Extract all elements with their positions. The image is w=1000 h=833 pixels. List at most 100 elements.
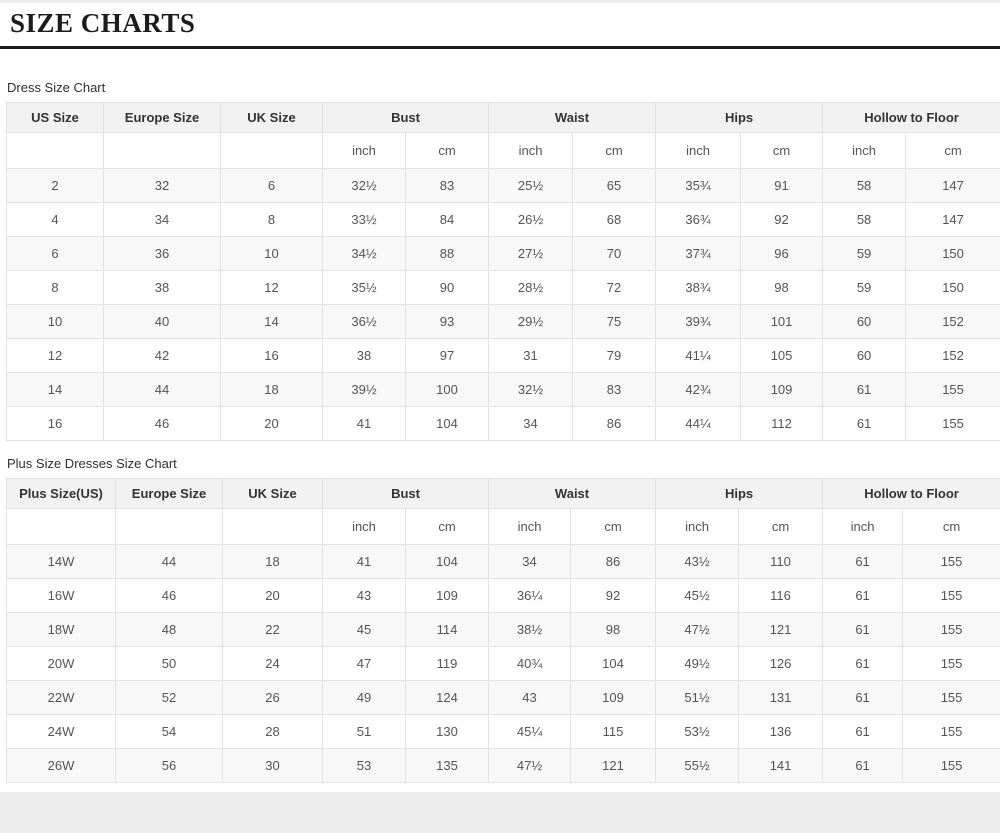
- cell: 155: [902, 578, 1000, 613]
- unit-header: cm: [404, 508, 490, 545]
- units-row: inch cm inch cm inch cm inch cm: [6, 132, 1000, 169]
- cell: 36¾: [655, 202, 742, 237]
- cell: 147: [905, 168, 1000, 203]
- cell: 34: [103, 202, 221, 237]
- cell: 37¾: [655, 236, 742, 271]
- cell: 116: [738, 578, 824, 613]
- cell: 86: [570, 544, 657, 579]
- cell: 38: [322, 338, 406, 373]
- column-header: Europe Size: [115, 478, 223, 509]
- cell: 4: [6, 202, 104, 237]
- cell: 83: [572, 372, 657, 407]
- cell: 47½: [655, 612, 740, 647]
- cell: 16: [6, 406, 104, 441]
- cell: 34: [488, 544, 572, 579]
- table-row: 4 34 8 33½ 84 26½ 68 36¾ 92 58 147: [6, 202, 1000, 237]
- unit-header: inch: [322, 508, 406, 545]
- cell: 14: [6, 372, 104, 407]
- empty-unit-cell: [103, 132, 221, 169]
- cell: 97: [404, 338, 490, 373]
- cell: 42¾: [655, 372, 742, 407]
- table-row: 26W 56 30 53 135 47½ 121 55½ 141 61 155: [6, 748, 1000, 783]
- column-header: Hollow to Floor: [822, 478, 1000, 509]
- dress-size-chart-caption: Dress Size Chart: [7, 80, 106, 95]
- unit-header: cm: [738, 508, 824, 545]
- cell: 79: [572, 338, 657, 373]
- cell: 155: [902, 748, 1000, 783]
- unit-header: cm: [902, 508, 1000, 545]
- cell: 51: [322, 714, 406, 749]
- cell: 27½: [488, 236, 574, 271]
- column-header: US Size: [6, 102, 104, 133]
- cell: 41: [322, 544, 406, 579]
- unit-header: cm: [740, 132, 824, 169]
- cell: 41¼: [655, 338, 742, 373]
- cell: 32½: [322, 168, 406, 203]
- table-row: 20W 50 24 47 119 40¾ 104 49½ 126 61 155: [6, 646, 1000, 681]
- cell: 43: [488, 680, 572, 715]
- cell: 110: [738, 544, 824, 579]
- cell: 104: [570, 646, 657, 681]
- column-header: Waist: [488, 478, 657, 509]
- cell: 53: [322, 748, 406, 783]
- cell: 104: [404, 544, 490, 579]
- dress-size-chart-table: US Size Europe Size UK Size Bust Waist Hips Ho…: [6, 102, 1000, 441]
- cell: 112: [740, 406, 824, 441]
- cell: 61: [822, 406, 907, 441]
- cell: 135: [404, 748, 490, 783]
- cell: 84: [404, 202, 490, 237]
- cell: 32: [103, 168, 221, 203]
- cell: 30: [222, 748, 323, 783]
- cell: 16W: [6, 578, 116, 613]
- cell: 20: [222, 578, 323, 613]
- cell: 16: [220, 338, 323, 373]
- header-row: Plus Size(US) Europe Size UK Size Bust Waist…: [6, 478, 1000, 509]
- cell: 61: [822, 748, 904, 783]
- cell: 25½: [488, 168, 574, 203]
- cell: 75: [572, 304, 657, 339]
- cell: 24: [222, 646, 323, 681]
- unit-header: inch: [822, 132, 907, 169]
- table-row: 8 38 12 35½ 90 28½ 72 38¾ 98 59 150: [6, 270, 1000, 305]
- cell: 35¾: [655, 168, 742, 203]
- cell: 60: [822, 304, 907, 339]
- cell: 6: [220, 168, 323, 203]
- cell: 109: [570, 680, 657, 715]
- cell: 18: [222, 544, 323, 579]
- table-row: 14W 44 18 41 104 34 86 43½ 110 61 155: [6, 544, 1000, 579]
- cell: 115: [570, 714, 657, 749]
- plus-size-chart-table: Plus Size(US) Europe Size UK Size Bust Waist…: [6, 478, 1000, 783]
- cell: 141: [738, 748, 824, 783]
- cell: 98: [570, 612, 657, 647]
- cell: 45½: [655, 578, 740, 613]
- cell: 124: [404, 680, 490, 715]
- cell: 26½: [488, 202, 574, 237]
- cell: 126: [738, 646, 824, 681]
- column-header: Bust: [321, 478, 490, 509]
- cell: 32½: [488, 372, 574, 407]
- cell: 14W: [6, 544, 116, 579]
- unit-header: inch: [322, 132, 406, 169]
- cell: 8: [220, 202, 323, 237]
- cell: 100: [404, 372, 490, 407]
- table-row: 14 44 18 39½ 100 32½ 83 42¾ 109 61 155: [6, 372, 1000, 407]
- cell: 60: [822, 338, 907, 373]
- column-header: Hips: [655, 102, 824, 133]
- table-row: 2 32 6 32½ 83 25½ 65 35¾ 91 58 147: [6, 168, 1000, 203]
- cell: 8: [6, 270, 104, 305]
- cell: 20W: [6, 646, 116, 681]
- cell: 18W: [6, 612, 116, 647]
- cell: 59: [822, 236, 907, 271]
- size-charts-content: Dress Size Chart US Size Europe Size UK Si…: [0, 80, 1000, 783]
- cell: 155: [902, 646, 1000, 681]
- page-header: SIZE CHARTS: [0, 3, 1000, 49]
- cell: 48: [115, 612, 223, 647]
- column-header: UK Size: [222, 478, 323, 509]
- cell: 44¼: [655, 406, 742, 441]
- cell: 114: [404, 612, 490, 647]
- cell: 61: [822, 578, 904, 613]
- units-row: inch cm inch cm inch cm inch cm: [6, 508, 1000, 545]
- table-row: 22W 52 26 49 124 43 109 51½ 131 61 155: [6, 680, 1000, 715]
- cell: 47½: [488, 748, 572, 783]
- cell: 10: [220, 236, 323, 271]
